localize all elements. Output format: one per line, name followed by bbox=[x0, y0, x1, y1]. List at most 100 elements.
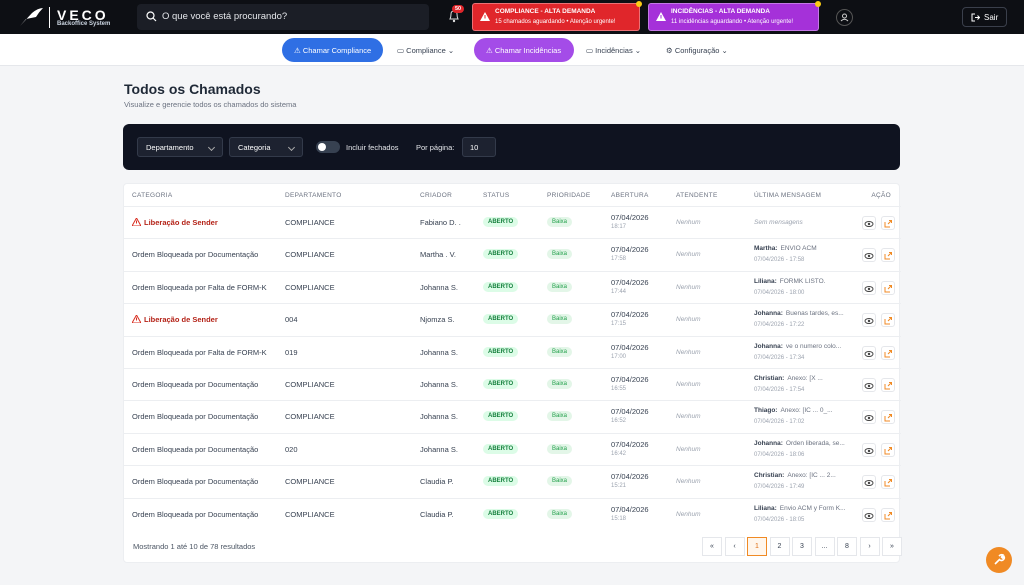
table-row: Ordem Bloqueada por Documentação COMPLIAN… bbox=[124, 238, 901, 270]
department-cell: COMPLIANCE bbox=[285, 250, 335, 260]
help-button[interactable] bbox=[986, 547, 1012, 573]
user-button[interactable] bbox=[836, 9, 853, 26]
nav-button[interactable]: ⚠ Chamar Incidências bbox=[474, 38, 574, 62]
logo-subtitle: Backoffice System bbox=[57, 21, 111, 27]
edit-button[interactable] bbox=[881, 248, 895, 263]
page-button[interactable]: « bbox=[702, 537, 722, 556]
view-button[interactable] bbox=[862, 280, 876, 295]
creator-cell: Johanna S. bbox=[420, 347, 458, 357]
logout-button[interactable]: Sair bbox=[962, 7, 1007, 27]
opened-time: 18:17 bbox=[611, 224, 627, 230]
message-author: Martha: bbox=[754, 245, 778, 253]
toggle-label: Incluir fechados bbox=[346, 143, 399, 152]
view-button[interactable] bbox=[862, 378, 876, 392]
nav-dropdown[interactable]: ⚙ Configuração ⌄ bbox=[666, 46, 728, 55]
column-header: ABERTURA bbox=[611, 192, 649, 199]
page-button[interactable]: 3 bbox=[792, 537, 812, 556]
status-badge: ABERTO bbox=[483, 314, 519, 325]
priority-badge: Baixa bbox=[547, 249, 573, 260]
category-cell: Ordem Bloqueada por Documentação bbox=[132, 477, 258, 486]
view-button[interactable] bbox=[862, 248, 876, 263]
notification-badge: 50 bbox=[452, 5, 465, 13]
edit-button[interactable] bbox=[881, 216, 895, 230]
edit-button[interactable] bbox=[881, 378, 895, 392]
opened-date: 07/04/2026 bbox=[611, 310, 649, 320]
category-cell: Liberação de Sender bbox=[131, 314, 218, 324]
category-select[interactable]: Categoria bbox=[229, 137, 303, 157]
status-badge: ABERTO bbox=[483, 508, 519, 519]
edit-button[interactable] bbox=[881, 507, 895, 522]
message-text: ve o numero colo... bbox=[785, 342, 842, 350]
view-button[interactable] bbox=[862, 442, 876, 457]
toggle-knob bbox=[318, 143, 326, 151]
category-cell: Ordem Bloqueada por Documentação bbox=[132, 380, 258, 389]
nav-button[interactable]: ⚠ Chamar Compliance bbox=[282, 38, 383, 62]
message-time: 07/04/2026 - 17:34 bbox=[754, 354, 805, 361]
nav-dropdown[interactable]: ▭ Incidências ⌄ bbox=[586, 46, 642, 55]
search-box[interactable] bbox=[137, 4, 429, 30]
table-row: Ordem Bloqueada por Documentação COMPLIAN… bbox=[124, 400, 901, 432]
alert-text: 11 incidências aguardando • Atenção urge… bbox=[671, 19, 794, 25]
message-author: Christian: bbox=[754, 472, 785, 480]
opened-date: 07/04/2026 bbox=[611, 407, 649, 417]
page-button[interactable]: » bbox=[882, 537, 902, 556]
alert-banner[interactable]: COMPLIANCE - ALTA DEMANDA 15 chamados agu… bbox=[472, 1, 642, 31]
last-message: Liliana: Envio ACM y Form K... bbox=[754, 505, 846, 512]
message-author: Johanna: bbox=[754, 439, 783, 447]
edit-button[interactable] bbox=[881, 410, 895, 425]
edit-button[interactable] bbox=[881, 313, 895, 328]
view-button[interactable] bbox=[862, 410, 876, 425]
opened-time: 16:55 bbox=[611, 386, 627, 392]
creator-cell: Johanna S. bbox=[420, 412, 458, 422]
alert-banner[interactable]: INCIDÊNCIAS - ALTA DEMANDA 11 incidências… bbox=[648, 1, 821, 31]
nav-dropdown[interactable]: ▭ Compliance ⌄ bbox=[397, 46, 455, 55]
message-text: Anexo: [IC ... 2... bbox=[787, 472, 836, 480]
page-button[interactable]: 1 bbox=[747, 537, 767, 556]
assignee-cell: Nenhum bbox=[676, 316, 701, 324]
table-row: Ordem Bloqueada por Documentação COMPLIAN… bbox=[124, 368, 901, 400]
category-text: Ordem Bloqueada por Falta de FORM-K bbox=[132, 282, 267, 292]
category-cell: Ordem Bloqueada por Documentação bbox=[132, 510, 258, 519]
priority-badge: Baixa bbox=[547, 443, 573, 454]
per-page-input[interactable]: 10 bbox=[462, 137, 496, 157]
page-button[interactable]: ‹ bbox=[724, 537, 745, 556]
page-button[interactable]: 8 bbox=[837, 537, 857, 556]
edit-button[interactable] bbox=[881, 280, 895, 295]
assignee-cell: Nenhum bbox=[676, 478, 701, 486]
message-time: 07/04/2026 - 17:49 bbox=[754, 484, 805, 491]
priority-badge: Baixa bbox=[547, 281, 573, 292]
page-button[interactable]: ... bbox=[814, 537, 835, 556]
message-text: Envio ACM y Form K... bbox=[779, 504, 846, 512]
last-message: Thiago: Anexo: [IC ... 0_... bbox=[754, 407, 833, 414]
category-text: Ordem Bloqueada por Documentação bbox=[132, 380, 259, 389]
department-cell: COMPLIANCE bbox=[285, 218, 335, 227]
last-message: Johanna: ve o numero colo... bbox=[754, 343, 841, 350]
view-button[interactable] bbox=[862, 313, 876, 328]
edit-button[interactable] bbox=[881, 442, 895, 457]
nav-label: Configuração bbox=[674, 46, 720, 55]
edit-button[interactable] bbox=[881, 345, 895, 360]
nav-label: Chamar Compliance bbox=[302, 46, 372, 55]
category-cell: Liberação de Sender bbox=[131, 216, 218, 227]
page-button[interactable]: 2 bbox=[769, 537, 790, 556]
opened-date: 07/04/2026 bbox=[611, 375, 649, 384]
message-time: 07/04/2026 - 18:06 bbox=[754, 451, 805, 458]
department-select[interactable]: Departamento bbox=[137, 137, 223, 157]
message-author: Liliana: bbox=[754, 504, 777, 512]
message-time: 07/04/2026 - 18:00 bbox=[754, 289, 805, 296]
edit-button[interactable] bbox=[881, 475, 895, 490]
table-row: Ordem Bloqueada por Documentação COMPLIAN… bbox=[124, 497, 901, 530]
assignee-cell: Nenhum bbox=[676, 381, 701, 388]
view-button[interactable] bbox=[862, 475, 876, 490]
view-button[interactable] bbox=[862, 345, 876, 360]
page-button[interactable]: › bbox=[859, 537, 880, 556]
department-cell: COMPLIANCE bbox=[285, 282, 335, 292]
category-text: Ordem Bloqueada por Documentação bbox=[132, 509, 259, 519]
view-button[interactable] bbox=[862, 507, 876, 522]
message-author: Christian: bbox=[754, 375, 785, 382]
assignee-cell: Nenhum bbox=[676, 510, 701, 518]
view-button[interactable] bbox=[862, 216, 876, 230]
department-cell: COMPLIANCE bbox=[285, 380, 335, 389]
assignee-cell: Nenhum bbox=[676, 445, 701, 453]
last-message: Christian: Anexo: [X ... bbox=[754, 375, 823, 382]
